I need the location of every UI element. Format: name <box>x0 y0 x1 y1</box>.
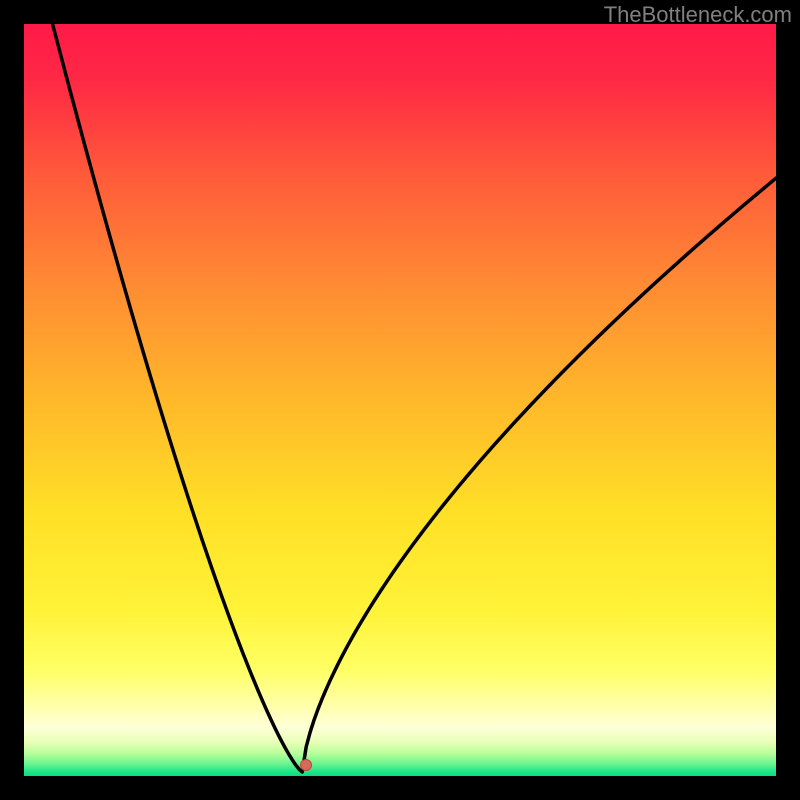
curve-path <box>53 24 776 772</box>
plot-area <box>24 24 776 776</box>
bottleneck-curve <box>24 24 776 776</box>
watermark-text: TheBottleneck.com <box>604 2 792 28</box>
optimum-marker <box>300 759 312 771</box>
